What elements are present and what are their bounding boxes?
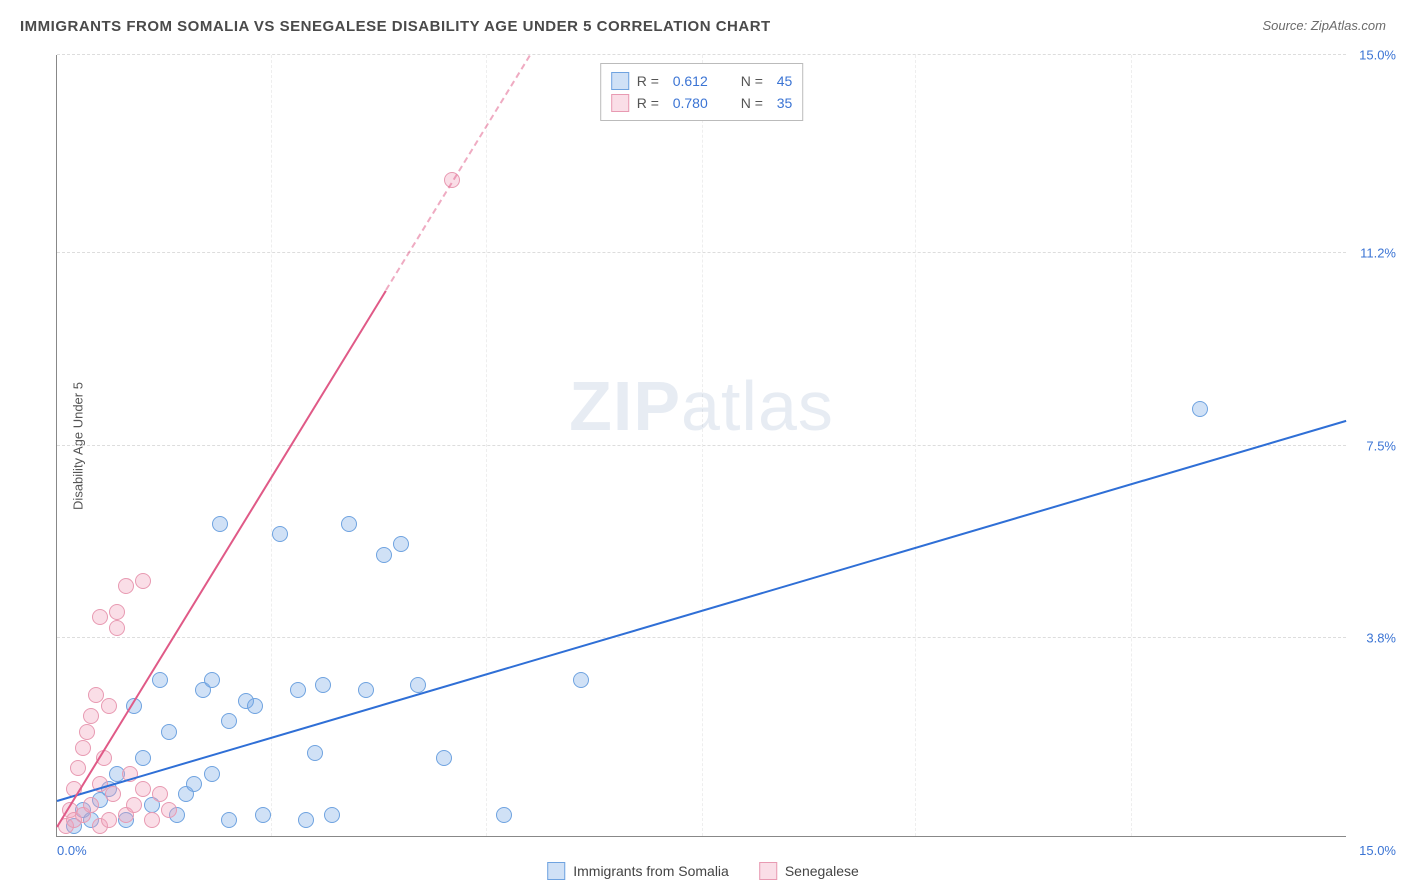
data-point <box>315 677 331 693</box>
r-value-senegalese: 0.780 <box>673 95 723 111</box>
data-point <box>186 776 202 792</box>
data-point <box>221 812 237 828</box>
n-value-somalia: 45 <box>777 73 793 89</box>
r-value-somalia: 0.612 <box>673 73 723 89</box>
scatter-chart: ZIPatlas R = 0.612 N = 45 R = 0.780 N = … <box>56 55 1346 837</box>
data-point <box>79 724 95 740</box>
gridline-vertical <box>915 55 916 836</box>
legend-row-somalia: R = 0.612 N = 45 <box>611 70 793 92</box>
data-point <box>105 786 121 802</box>
trend-line <box>385 55 530 290</box>
data-point <box>1192 401 1208 417</box>
r-label: R = <box>637 73 665 89</box>
legend-item-somalia: Immigrants from Somalia <box>547 862 729 880</box>
legend-swatch-senegalese <box>759 862 777 880</box>
legend-swatch-somalia <box>547 862 565 880</box>
data-point <box>307 745 323 761</box>
n-label: N = <box>741 95 769 111</box>
y-tick-label: 11.2% <box>1360 245 1396 260</box>
n-label: N = <box>741 73 769 89</box>
chart-title: IMMIGRANTS FROM SOMALIA VS SENEGALESE DI… <box>20 18 771 35</box>
data-point <box>101 812 117 828</box>
data-point <box>496 807 512 823</box>
data-point <box>101 698 117 714</box>
x-axis-max-label: 15.0% <box>1359 843 1396 858</box>
data-point <box>221 713 237 729</box>
watermark-light: atlas <box>681 367 834 445</box>
data-point <box>118 578 134 594</box>
data-point <box>436 750 452 766</box>
gridline-vertical <box>486 55 487 836</box>
legend-swatch-senegalese <box>611 94 629 112</box>
data-point <box>144 812 160 828</box>
gridline-vertical <box>1131 55 1132 836</box>
data-point <box>83 708 99 724</box>
data-point <box>290 682 306 698</box>
data-point <box>204 672 220 688</box>
source-name: ZipAtlas.com <box>1311 18 1386 33</box>
legend-label-senegalese: Senegalese <box>785 863 859 879</box>
legend-row-senegalese: R = 0.780 N = 35 <box>611 92 793 114</box>
legend-swatch-somalia <box>611 72 629 90</box>
y-tick-label: 7.5% <box>1366 438 1396 453</box>
data-point <box>247 698 263 714</box>
legend-item-senegalese: Senegalese <box>759 862 859 880</box>
data-point <box>135 781 151 797</box>
data-point <box>341 516 357 532</box>
y-tick-label: 3.8% <box>1366 631 1396 646</box>
n-value-senegalese: 35 <box>777 95 793 111</box>
data-point <box>161 724 177 740</box>
data-point <box>109 604 125 620</box>
x-axis-min-label: 0.0% <box>57 843 87 858</box>
r-label: R = <box>637 95 665 111</box>
data-point <box>135 573 151 589</box>
data-point <box>204 766 220 782</box>
data-point <box>92 609 108 625</box>
data-point <box>573 672 589 688</box>
data-point <box>393 536 409 552</box>
data-point <box>75 740 91 756</box>
data-point <box>83 797 99 813</box>
data-point <box>298 812 314 828</box>
data-point <box>152 786 168 802</box>
gridline-vertical <box>271 55 272 836</box>
data-point <box>152 672 168 688</box>
data-point <box>126 797 142 813</box>
data-point <box>212 516 228 532</box>
data-point <box>70 760 86 776</box>
data-point <box>135 750 151 766</box>
watermark-bold: ZIP <box>569 367 681 445</box>
y-tick-label: 15.0% <box>1359 48 1396 63</box>
data-point <box>109 620 125 636</box>
data-point <box>376 547 392 563</box>
series-legend: Immigrants from Somalia Senegalese <box>547 862 859 880</box>
trend-line <box>56 290 387 827</box>
source-attribution: Source: ZipAtlas.com <box>1262 18 1386 33</box>
data-point <box>324 807 340 823</box>
data-point <box>161 802 177 818</box>
source-prefix: Source: <box>1262 18 1310 33</box>
legend-label-somalia: Immigrants from Somalia <box>573 863 729 879</box>
data-point <box>272 526 288 542</box>
correlation-legend: R = 0.612 N = 45 R = 0.780 N = 35 <box>600 63 804 121</box>
gridline-vertical <box>702 55 703 836</box>
data-point <box>358 682 374 698</box>
data-point <box>255 807 271 823</box>
